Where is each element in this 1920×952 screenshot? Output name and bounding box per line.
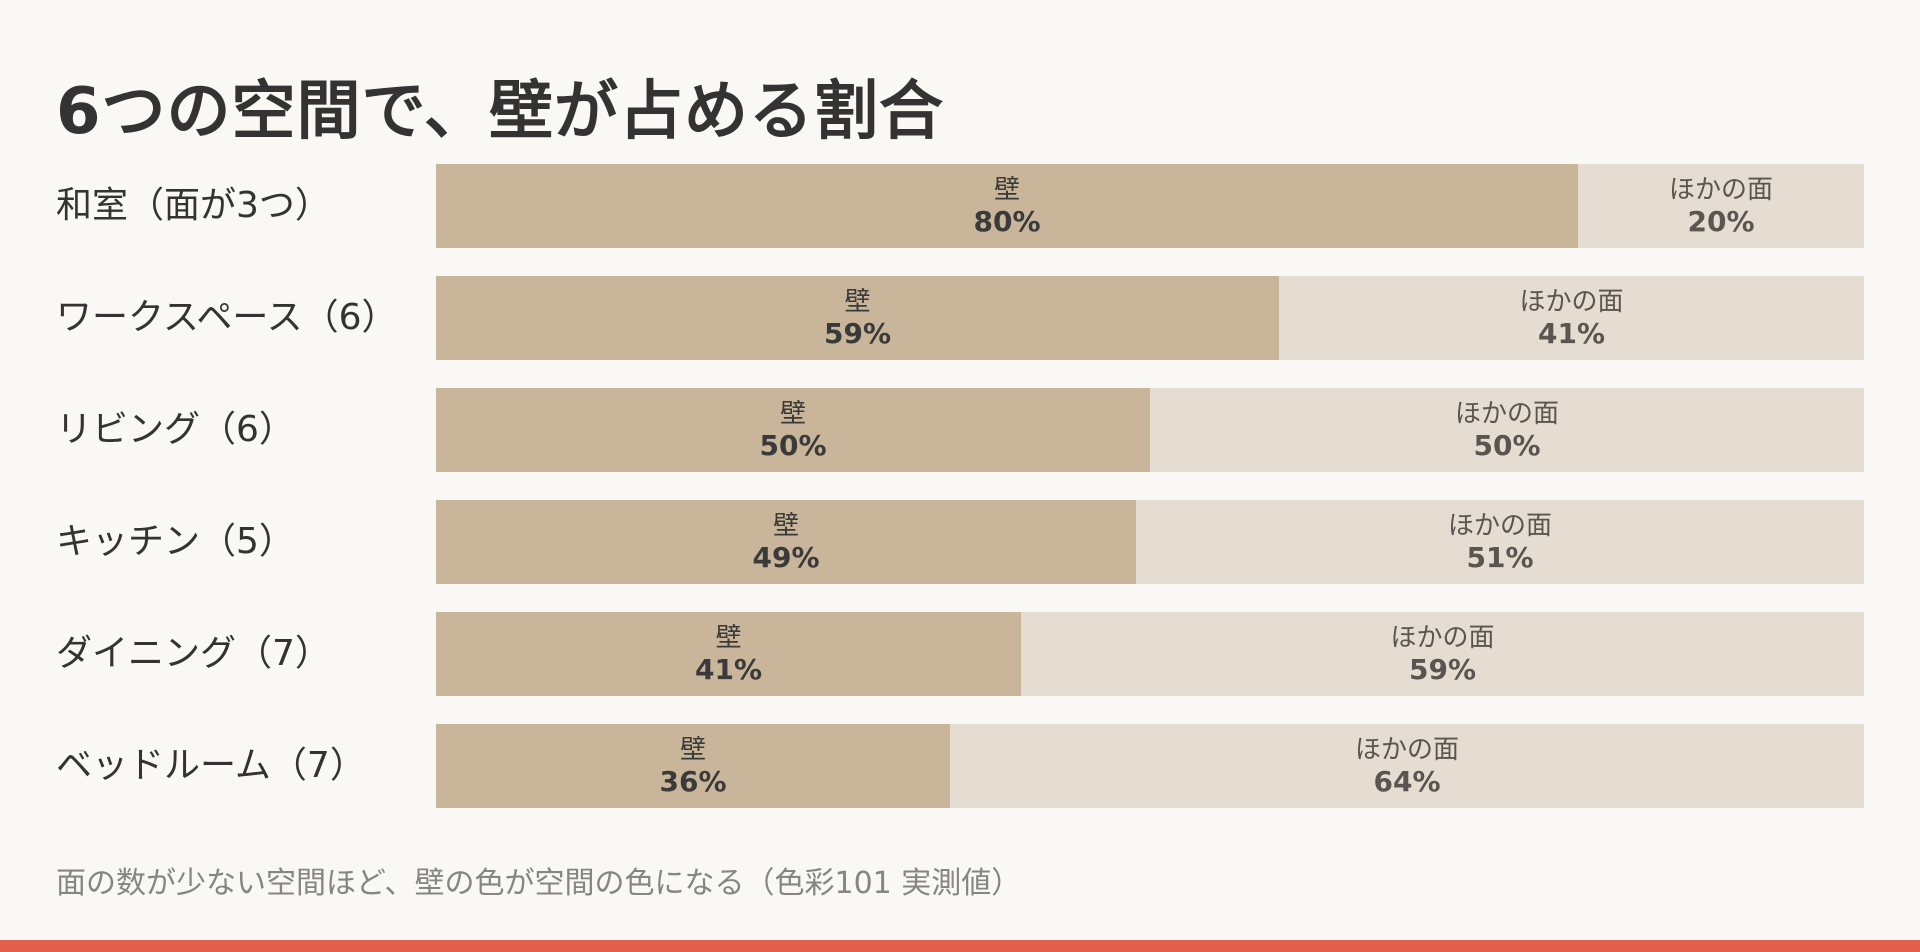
segment-value-label: 41% [694,653,763,686]
segment-name-label: 壁 [772,511,799,541]
category-label: キッチン（5） [56,521,295,562]
segment-name-label: ほかの面 [1454,399,1559,429]
category-label: 和室（面が3つ） [56,185,331,226]
segment-value-label: 64% [1373,765,1441,798]
bar-other: ほかの面 59% [1021,612,1864,696]
bar-wall: 壁 49% [436,500,1136,584]
bar-wall: 壁 41% [436,612,1021,696]
segment-name-label: 壁 [844,287,871,317]
category-label: リビング（6） [56,409,295,450]
segment-name-label: ほかの面 [1354,735,1459,765]
segment-name-label: 壁 [779,399,806,429]
bar-other: ほかの面 64% [950,724,1864,808]
segment-value-label: 50% [1473,429,1541,462]
segment-value-label: 80% [973,205,1041,238]
bar-wall: 壁 50% [436,388,1150,472]
segment-name-label: ほかの面 [1519,287,1624,317]
segment-value-label: 41% [1537,317,1606,350]
segment-name-label: ほかの面 [1390,623,1495,653]
bar-other: ほかの面 41% [1279,276,1864,360]
bar-wall: 壁 59% [436,276,1279,360]
segment-name-label: ほかの面 [1447,511,1552,541]
segment-name-label: 壁 [715,623,742,653]
segment-name-label: 壁 [679,735,706,765]
accent-strip [0,940,1920,952]
chart-title: 6つの空間で、壁が占める割合 [56,75,944,149]
category-label: ワークスペース（6） [56,297,398,338]
bar-wall: 壁 80% [436,164,1578,248]
stacked-bar-chart: 和室（面が3つ）壁 80% ほかの面 20% ワークスペース（6）壁 59% ほかの面 41%… [56,164,1864,808]
segment-value-label: 51% [1466,541,1534,574]
segment-value-label: 36% [659,765,727,798]
segment-value-label: 49% [752,541,820,574]
segment-value-label: 50% [759,429,827,462]
footnote: 面の数が少ない空間ほど、壁の色が空間の色になる（色彩101 実測値） [56,866,1022,901]
category-label: ベッドルーム（7） [56,745,366,786]
bar-other: ほかの面 50% [1150,388,1864,472]
bar-wall: 壁 36% [436,724,950,808]
segment-value-label: 20% [1687,205,1755,238]
segment-name-label: 壁 [993,175,1020,205]
bar-other: ほかの面 20% [1578,164,1864,248]
segment-value-label: 59% [823,317,892,350]
category-label: ダイニング（7） [56,633,331,674]
segment-value-label: 59% [1408,653,1477,686]
bar-other: ほかの面 51% [1136,500,1864,584]
segment-name-label: ほかの面 [1668,175,1773,205]
